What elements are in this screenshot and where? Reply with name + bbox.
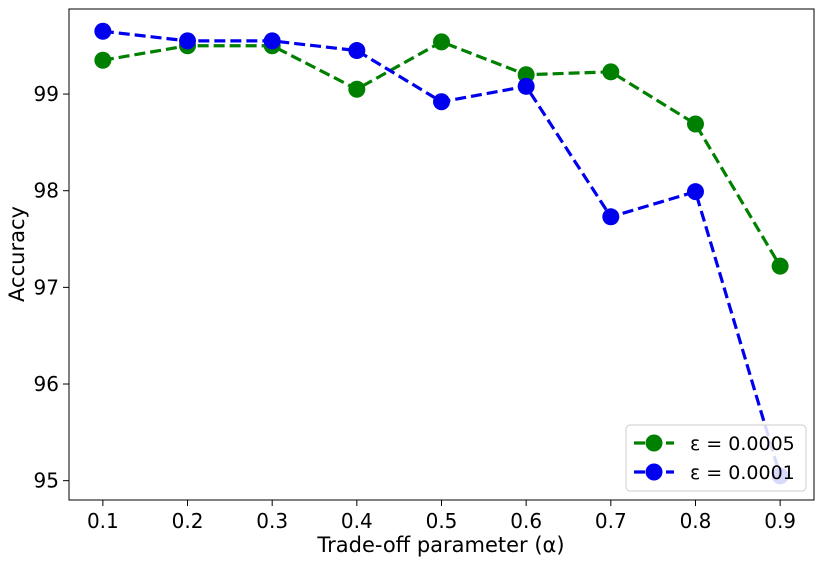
y-tick-label: 95 bbox=[34, 469, 59, 493]
y-axis-label: Accuracy bbox=[5, 206, 29, 302]
data-point-series-1 bbox=[686, 115, 704, 133]
legend: ε = 0.0005 ε = 0.0001 bbox=[625, 424, 807, 492]
x-tick-label: 0.7 bbox=[595, 509, 627, 533]
data-point-series-1 bbox=[348, 80, 366, 98]
data-point-series-2 bbox=[517, 77, 535, 95]
legend-label-1: ε = 0.0005 bbox=[690, 433, 795, 455]
x-axis-ticks: 0.1 0.2 0.3 0.4 0.5 0.6 0.7 0.8 0.9 bbox=[87, 500, 796, 533]
y-tick-label: 98 bbox=[34, 179, 59, 203]
y-tick-label: 99 bbox=[34, 82, 59, 106]
x-axis-label: Trade-off parameter (α) bbox=[316, 533, 564, 557]
data-point-series-2 bbox=[94, 22, 112, 40]
x-tick-label: 0.1 bbox=[87, 509, 119, 533]
legend-label-2: ε = 0.0001 bbox=[690, 462, 795, 484]
y-tick-label: 96 bbox=[34, 372, 59, 396]
data-point-series-1 bbox=[94, 51, 112, 69]
x-tick-label: 0.3 bbox=[256, 509, 288, 533]
x-tick-label: 0.5 bbox=[426, 509, 458, 533]
data-point-series-1 bbox=[771, 257, 789, 275]
data-point-series-2 bbox=[433, 93, 450, 111]
data-point-series-2 bbox=[686, 183, 704, 201]
plot-area bbox=[68, 8, 815, 501]
data-point-series-1 bbox=[433, 33, 450, 51]
data-point-series-2 bbox=[348, 42, 366, 60]
x-tick-label: 0.9 bbox=[764, 509, 796, 533]
data-point-series-2 bbox=[263, 32, 281, 50]
legend-marker-1 bbox=[645, 434, 663, 452]
data-point-series-2 bbox=[602, 208, 620, 226]
x-tick-label: 0.8 bbox=[680, 509, 712, 533]
x-tick-label: 0.4 bbox=[341, 509, 373, 533]
y-axis-ticks: 95 96 97 98 99 bbox=[34, 82, 69, 493]
series-layer bbox=[94, 22, 789, 485]
data-point-series-1 bbox=[602, 63, 620, 81]
x-tick-label: 0.2 bbox=[172, 509, 204, 533]
y-tick-label: 97 bbox=[34, 275, 59, 299]
x-tick-label: 0.6 bbox=[510, 509, 542, 533]
legend-marker-2 bbox=[645, 463, 663, 481]
data-point-series-2 bbox=[179, 32, 197, 50]
